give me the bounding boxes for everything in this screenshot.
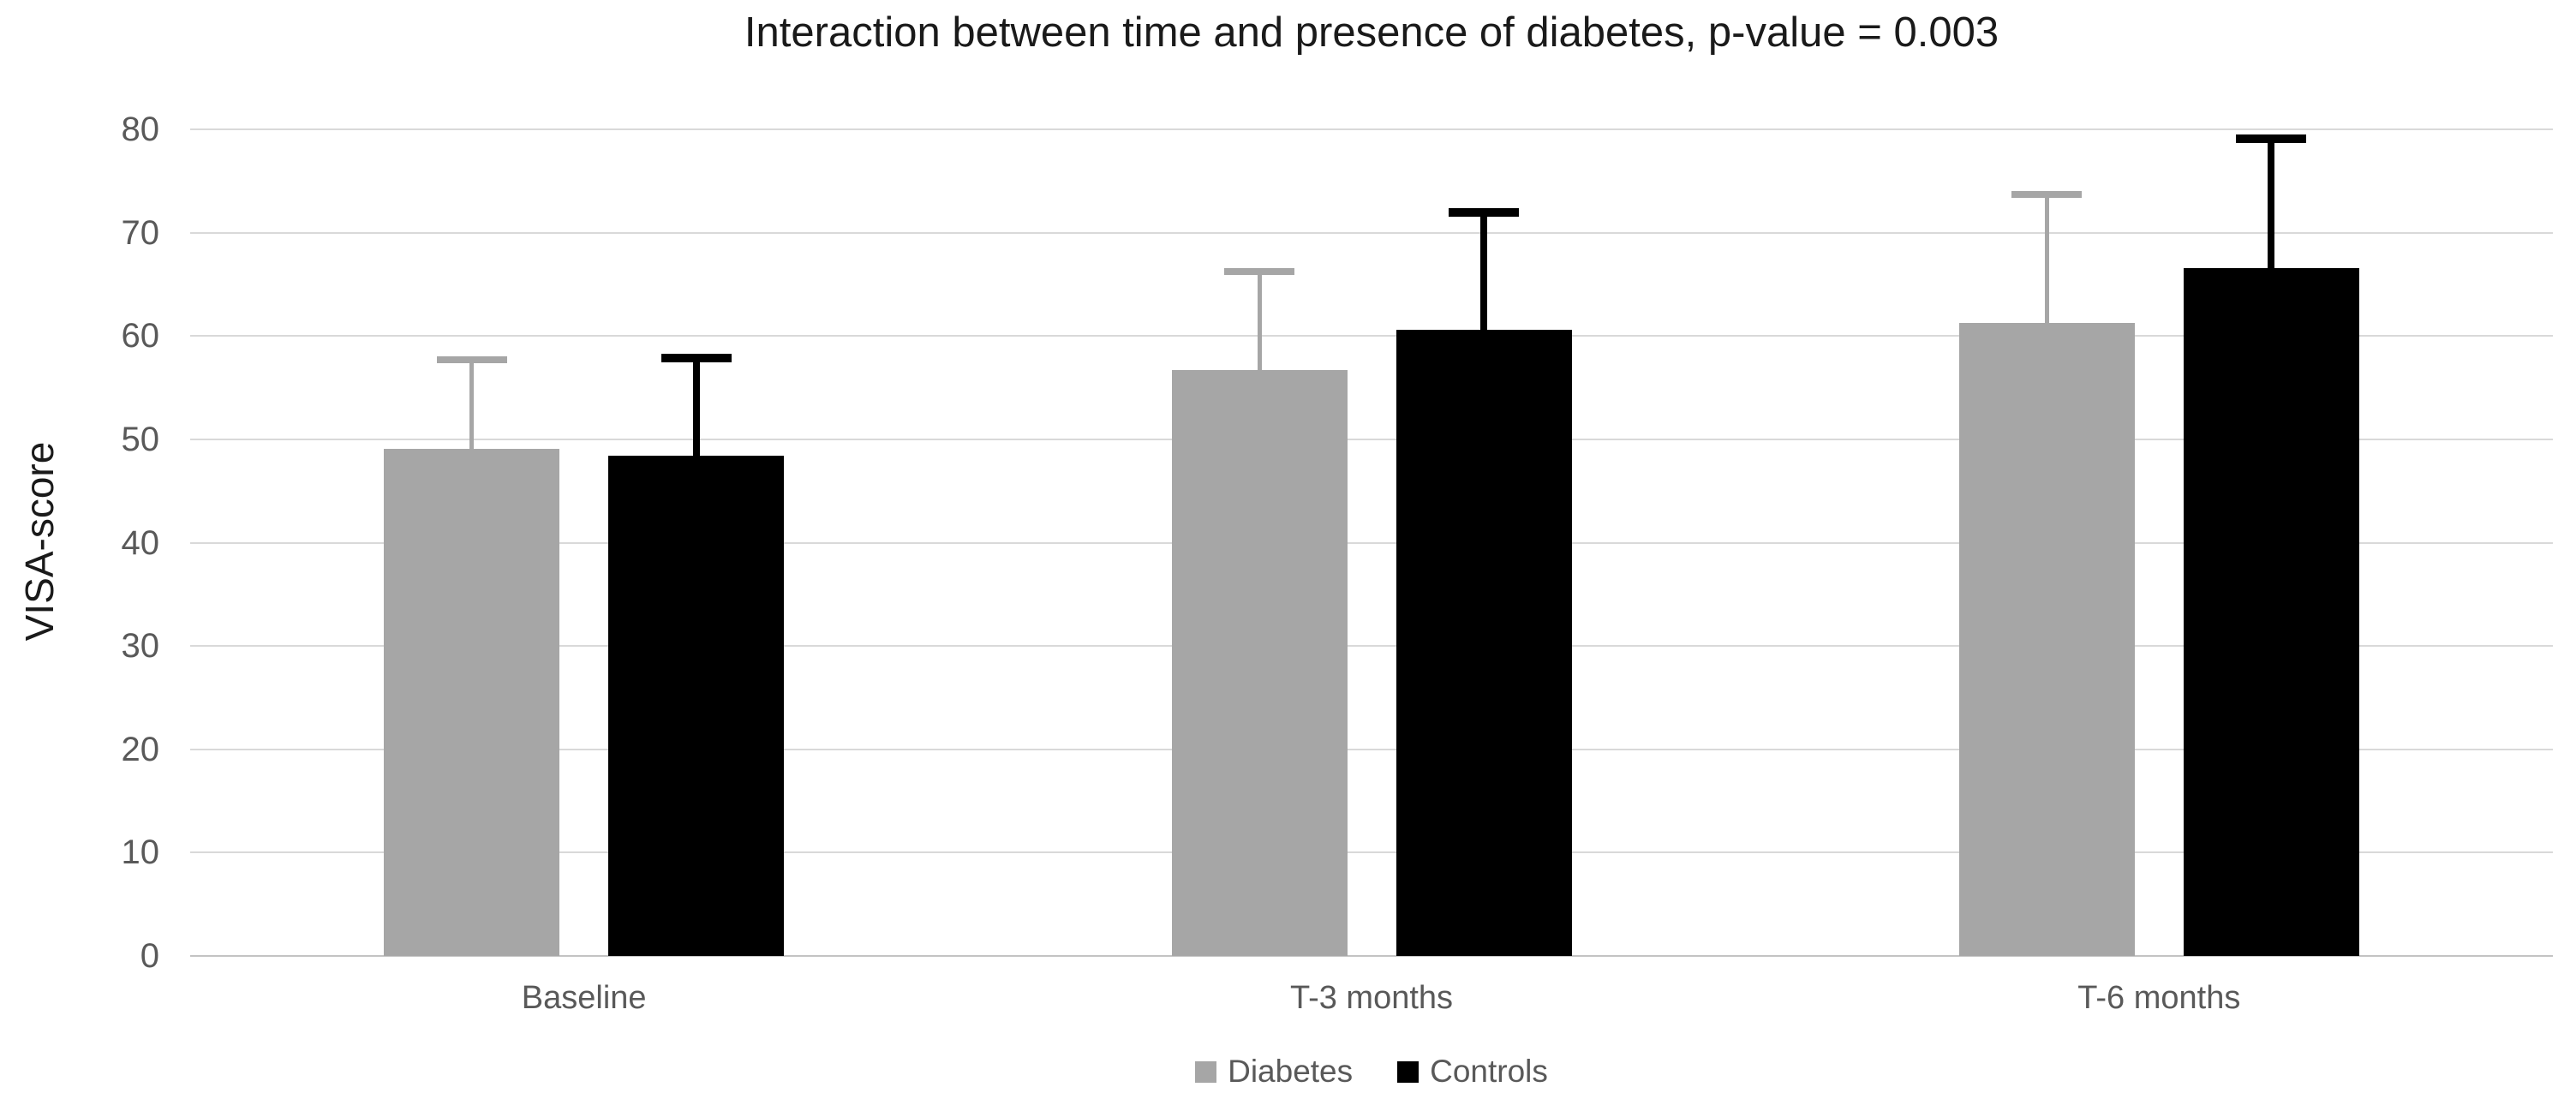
error-bar-line-controls-t-6-months — [2268, 138, 2275, 289]
legend: Diabetes Controls — [190, 1054, 2553, 1090]
bar-diabetes-baseline — [384, 448, 560, 956]
y-tick-label-30: 30 — [121, 627, 160, 666]
error-bar-cap-controls-t-3-months — [1449, 207, 1519, 217]
error-bar-line-controls-t-3-months — [1480, 212, 1487, 350]
y-tick-label-0: 0 — [140, 937, 159, 975]
y-tick-label-80: 80 — [121, 110, 160, 148]
legend-label-controls: Controls — [1430, 1054, 1548, 1089]
error-bar-cap-diabetes-baseline — [436, 355, 507, 363]
gridline-80 — [190, 128, 2553, 130]
gridline-40 — [190, 541, 2553, 544]
gridline-50 — [190, 438, 2553, 440]
legend-swatch-diabetes-icon — [1195, 1060, 1217, 1083]
gridline-10 — [190, 851, 2553, 854]
x-category-label-t-6-months: T-6 months — [2077, 980, 2241, 1016]
bar-controls-t-3-months — [1396, 330, 1572, 956]
y-tick-label-60: 60 — [121, 317, 160, 355]
bar-diabetes-t-3-months — [1171, 370, 1348, 956]
bar-controls-baseline — [608, 456, 785, 956]
gridline-60 — [190, 335, 2553, 337]
gridline-70 — [190, 231, 2553, 234]
x-category-label-t-3-months: T-3 months — [1289, 980, 1454, 1016]
legend-label-diabetes: Diabetes — [1228, 1054, 1354, 1089]
y-tick-label-10: 10 — [121, 833, 160, 872]
y-tick-label-40: 40 — [121, 523, 160, 562]
legend-item-controls: Controls — [1397, 1054, 1548, 1090]
y-tick-label-20: 20 — [121, 730, 160, 768]
error-bar-line-diabetes-t-6-months — [2044, 194, 2049, 343]
y-tick-label-50: 50 — [121, 420, 160, 458]
error-bar-line-diabetes-t-3-months — [1257, 272, 1262, 391]
error-bar-line-diabetes-baseline — [469, 359, 475, 469]
legend-item-diabetes: Diabetes — [1195, 1054, 1353, 1090]
error-bar-cap-controls-t-6-months — [2236, 134, 2307, 143]
error-bar-cap-controls-baseline — [660, 353, 732, 362]
chart-title: Interaction between time and presence of… — [744, 9, 1999, 56]
plot-area — [190, 128, 2553, 957]
error-bar-cap-diabetes-t-6-months — [2011, 190, 2083, 198]
gridline-0 — [190, 955, 2553, 957]
bar-controls-t-6-months — [2183, 267, 2359, 956]
bar-diabetes-t-6-months — [1958, 322, 2135, 956]
legend-swatch-controls-icon — [1397, 1060, 1419, 1083]
y-tick-label-70: 70 — [121, 213, 160, 252]
x-category-label-baseline: Baseline — [521, 980, 647, 1016]
error-bar-cap-diabetes-t-3-months — [1224, 268, 1294, 276]
error-bar-line-controls-baseline — [692, 357, 700, 477]
gridline-30 — [190, 645, 2553, 648]
gridline-20 — [190, 748, 2553, 750]
